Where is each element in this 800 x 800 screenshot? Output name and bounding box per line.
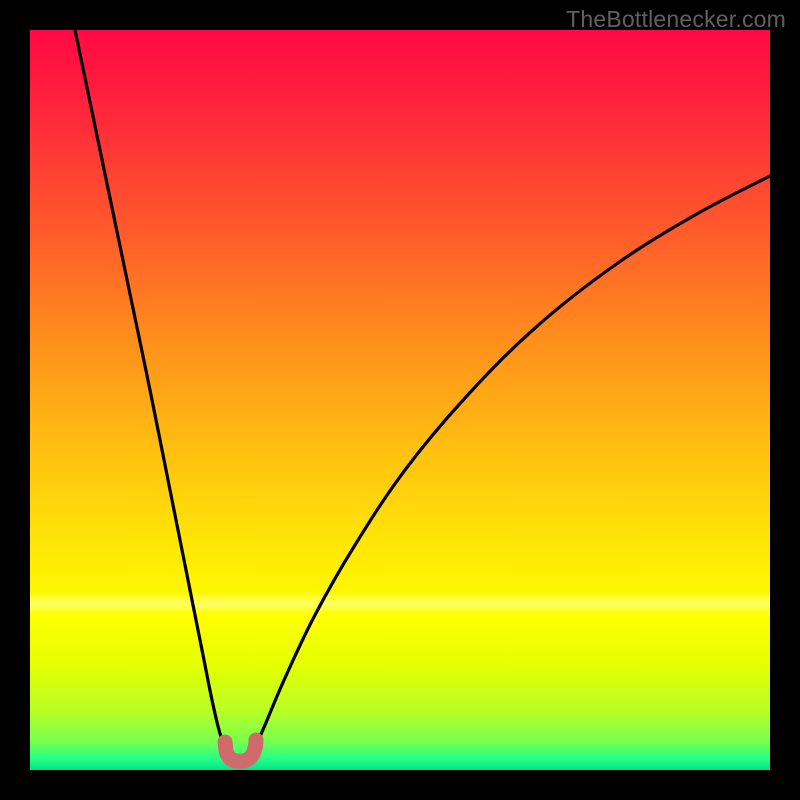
right-curve: [255, 176, 770, 748]
chart-container: TheBottlenecker.com: [0, 0, 800, 800]
watermark-text: TheBottlenecker.com: [566, 6, 786, 33]
valley-marker: [225, 740, 256, 761]
curve-layer: [30, 30, 770, 770]
left-curve: [75, 30, 225, 748]
plot-area: [30, 30, 770, 770]
